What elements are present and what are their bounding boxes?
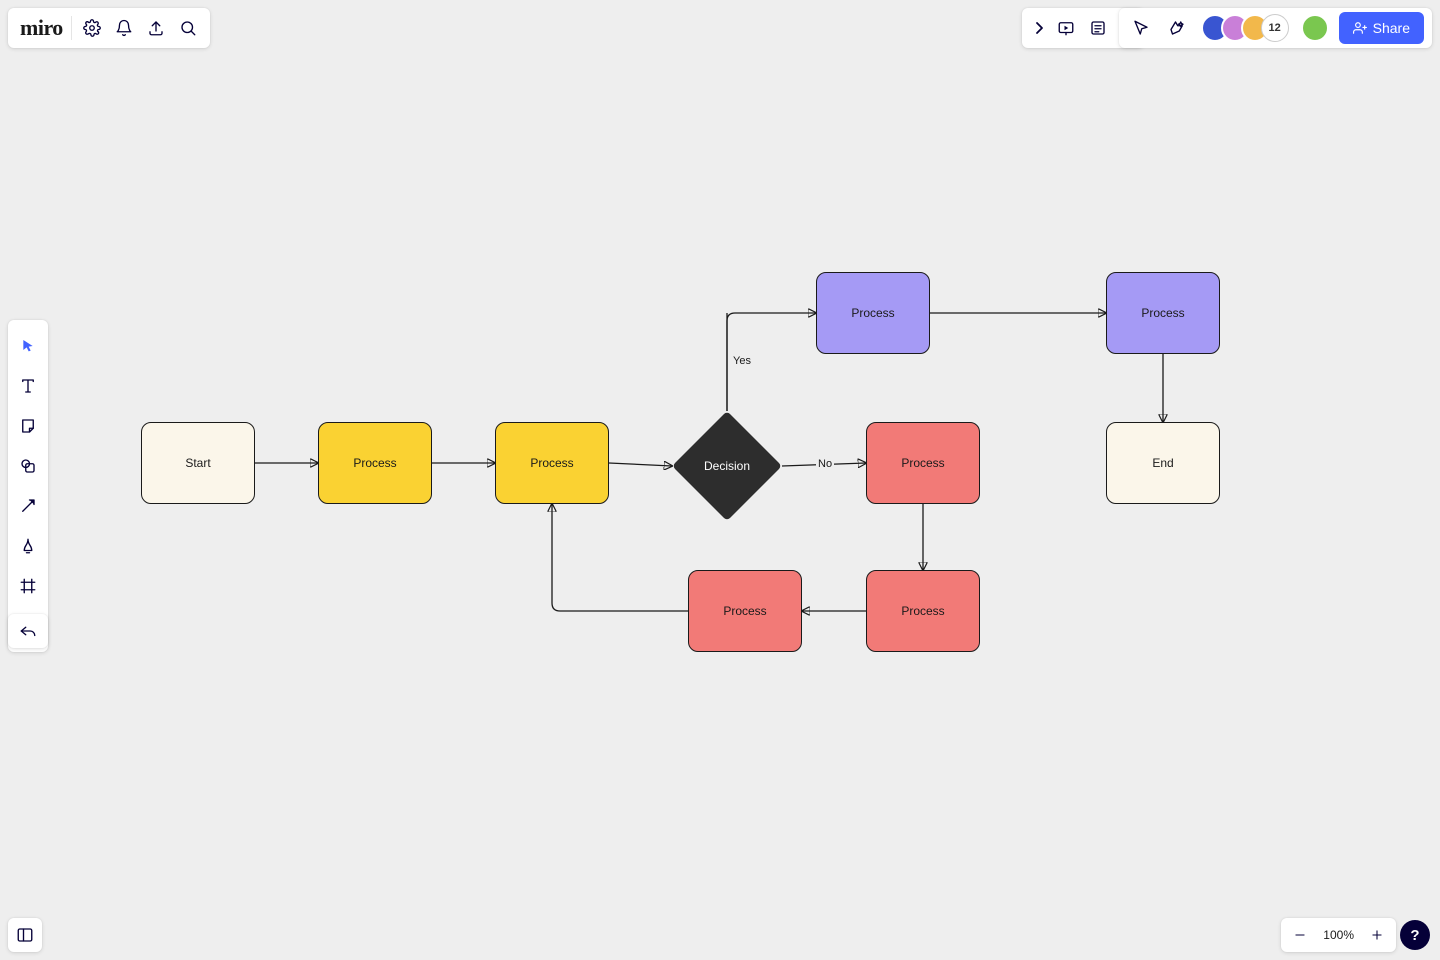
frames-list-icon[interactable] bbox=[1082, 12, 1114, 44]
frame-tool-icon[interactable] bbox=[8, 566, 48, 606]
edge-label: Yes bbox=[731, 355, 753, 367]
flowchart-node-decision[interactable]: Decision bbox=[672, 411, 782, 521]
flowchart-node-start[interactable]: Start bbox=[141, 422, 255, 504]
flowchart-node-p_top1[interactable]: Process bbox=[816, 272, 930, 354]
flowchart-node-p_loop1[interactable]: Process bbox=[688, 570, 802, 652]
current-user-avatar[interactable] bbox=[1301, 14, 1329, 42]
notifications-icon[interactable] bbox=[108, 12, 140, 44]
shapes-tool-icon[interactable] bbox=[8, 446, 48, 486]
text-tool-icon[interactable] bbox=[8, 366, 48, 406]
divider bbox=[71, 16, 72, 40]
minimap-toggle-icon[interactable] bbox=[8, 918, 42, 952]
export-icon[interactable] bbox=[140, 12, 172, 44]
flowchart-node-p_no[interactable]: Process bbox=[866, 422, 980, 504]
flowchart-node-p_loop2[interactable]: Process bbox=[866, 570, 980, 652]
flowchart-node-p2[interactable]: Process bbox=[495, 422, 609, 504]
cursor-chat-icon[interactable] bbox=[1125, 12, 1157, 44]
pen-tool-icon[interactable] bbox=[8, 526, 48, 566]
reactions-icon[interactable] bbox=[1161, 12, 1193, 44]
toolbar-top-left: miro bbox=[8, 8, 210, 48]
connector-tool-icon[interactable] bbox=[8, 486, 48, 526]
search-icon[interactable] bbox=[172, 12, 204, 44]
avatar-stack[interactable]: 12 bbox=[1201, 14, 1289, 42]
toolbar-top-right-collab: 12 Share bbox=[1119, 8, 1432, 48]
settings-icon[interactable] bbox=[76, 12, 108, 44]
zoom-out-icon[interactable] bbox=[1287, 922, 1313, 948]
edge-label: No bbox=[816, 458, 834, 470]
app-logo[interactable]: miro bbox=[20, 15, 63, 41]
help-button[interactable]: ? bbox=[1400, 920, 1430, 950]
zoom-level[interactable]: 100% bbox=[1317, 928, 1360, 942]
flowchart-node-p_top2[interactable]: Process bbox=[1106, 272, 1220, 354]
avatar-overflow-count: 12 bbox=[1261, 14, 1289, 42]
collapse-icon[interactable] bbox=[1028, 12, 1050, 44]
canvas[interactable]: Start Process Process Decision Process Proces… bbox=[0, 0, 1440, 960]
undo-button[interactable] bbox=[8, 614, 48, 648]
flowchart-node-p1[interactable]: Process bbox=[318, 422, 432, 504]
share-button[interactable]: Share bbox=[1339, 12, 1424, 44]
select-tool-icon[interactable] bbox=[8, 326, 48, 366]
help-button-label: ? bbox=[1410, 927, 1419, 944]
sticky-note-tool-icon[interactable] bbox=[8, 406, 48, 446]
zoom-in-icon[interactable] bbox=[1364, 922, 1390, 948]
share-button-label: Share bbox=[1373, 20, 1410, 36]
toolbar-left-tools bbox=[8, 320, 48, 652]
zoom-controls: 100% bbox=[1281, 918, 1396, 952]
present-icon[interactable] bbox=[1050, 12, 1082, 44]
flowchart-node-end[interactable]: End bbox=[1106, 422, 1220, 504]
